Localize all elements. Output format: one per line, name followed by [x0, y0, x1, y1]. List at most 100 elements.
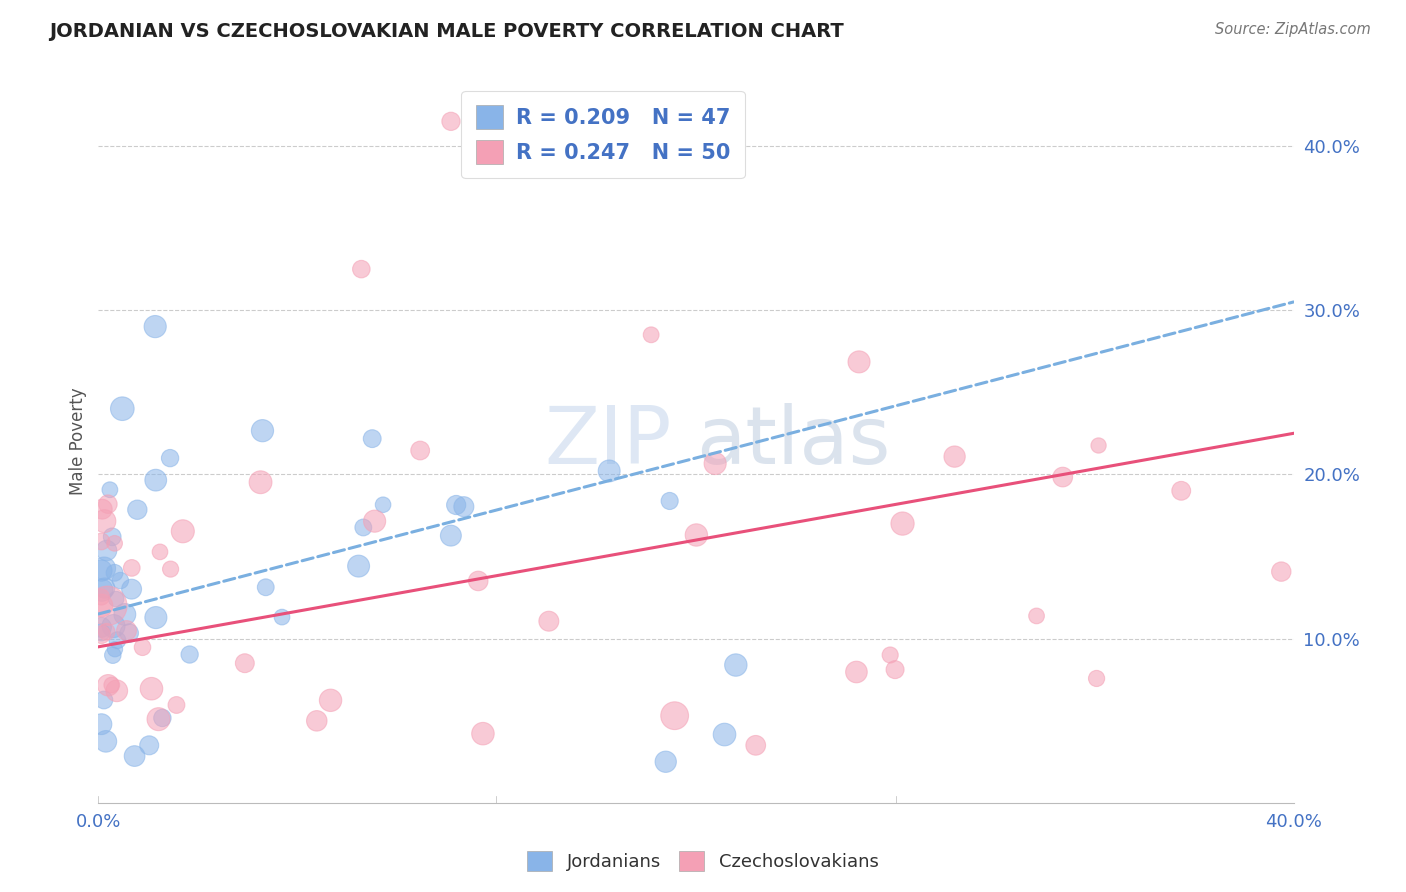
Point: [1085, 672, 1108, 686]
Point: [104, 536, 127, 550]
Point: [444, 498, 467, 512]
Point: [361, 432, 384, 446]
Point: [96, 599, 118, 613]
Point: [713, 727, 735, 741]
Point: [90, 620, 112, 634]
Point: [98, 483, 121, 497]
Point: [724, 658, 747, 673]
Point: [254, 580, 277, 594]
Point: [96, 624, 118, 639]
Legend: R = 0.209   N = 47, R = 0.247   N = 50: R = 0.209 N = 47, R = 0.247 N = 50: [461, 91, 745, 178]
Point: [252, 424, 274, 438]
Text: JORDANIAN VS CZECHOSLOVAKIAN MALE POVERTY CORRELATION CHART: JORDANIAN VS CZECHOSLOVAKIAN MALE POVERT…: [49, 22, 844, 41]
Text: Source: ZipAtlas.com: Source: ZipAtlas.com: [1215, 22, 1371, 37]
Point: [409, 443, 432, 458]
Point: [90, 627, 112, 641]
Point: [1025, 609, 1047, 624]
Point: [114, 607, 136, 622]
Point: [271, 610, 294, 624]
Point: [90, 599, 112, 613]
Point: [467, 574, 489, 588]
Point: [97, 678, 120, 692]
Point: [350, 262, 373, 277]
Point: [101, 530, 124, 544]
Point: [471, 726, 494, 740]
Point: [149, 545, 172, 559]
Point: [101, 678, 124, 692]
Point: [347, 559, 370, 574]
Point: [91, 502, 114, 516]
Point: [664, 708, 686, 723]
Point: [121, 582, 143, 596]
Point: [1270, 565, 1292, 579]
Point: [598, 464, 620, 478]
Point: [90, 717, 112, 731]
Point: [179, 648, 201, 662]
Point: [654, 755, 676, 769]
Point: [845, 665, 868, 679]
Point: [148, 712, 170, 726]
Point: [1052, 470, 1074, 484]
Point: [105, 683, 128, 698]
Point: [352, 520, 374, 534]
Point: [159, 451, 181, 466]
Point: [440, 114, 463, 128]
Point: [111, 401, 134, 416]
Point: [319, 693, 342, 707]
Point: [943, 450, 966, 464]
Point: [658, 494, 681, 508]
Point: [103, 566, 125, 580]
Legend: Jordanians, Czechoslovakians: Jordanians, Czechoslovakians: [520, 844, 886, 879]
Point: [704, 457, 727, 471]
Y-axis label: Male Poverty: Male Poverty: [69, 388, 87, 495]
Point: [93, 514, 115, 528]
Point: [363, 514, 385, 528]
Point: [104, 642, 127, 657]
Point: [93, 561, 115, 575]
Point: [90, 534, 112, 549]
Point: [685, 528, 707, 542]
Point: [848, 355, 870, 369]
Point: [640, 327, 662, 342]
Point: [127, 502, 149, 516]
Point: [1087, 438, 1109, 452]
Point: [103, 619, 125, 633]
Point: [131, 640, 153, 655]
Point: [371, 498, 394, 512]
Point: [143, 319, 166, 334]
Point: [105, 592, 128, 607]
Point: [121, 561, 143, 575]
Point: [145, 473, 167, 487]
Point: [145, 610, 167, 624]
Point: [537, 614, 560, 628]
Point: [1170, 483, 1192, 498]
Point: [440, 528, 463, 542]
Point: [159, 562, 181, 576]
Point: [884, 663, 907, 677]
Point: [745, 739, 768, 753]
Point: [249, 475, 271, 490]
Point: [172, 524, 194, 539]
Point: [107, 633, 129, 648]
Point: [93, 693, 115, 707]
Point: [101, 648, 124, 663]
Point: [96, 543, 118, 558]
Point: [94, 734, 117, 748]
Text: ZIP: ZIP: [544, 402, 672, 481]
Point: [233, 657, 256, 671]
Point: [115, 624, 138, 638]
Point: [93, 581, 115, 595]
Point: [90, 564, 112, 578]
Point: [453, 500, 475, 514]
Point: [879, 648, 901, 662]
Point: [152, 711, 174, 725]
Point: [90, 625, 112, 640]
Point: [166, 698, 188, 712]
Point: [90, 590, 112, 604]
Point: [110, 574, 132, 588]
Point: [90, 583, 112, 598]
Point: [141, 681, 163, 696]
Point: [97, 497, 120, 511]
Point: [118, 626, 141, 640]
Text: atlas: atlas: [696, 402, 890, 481]
